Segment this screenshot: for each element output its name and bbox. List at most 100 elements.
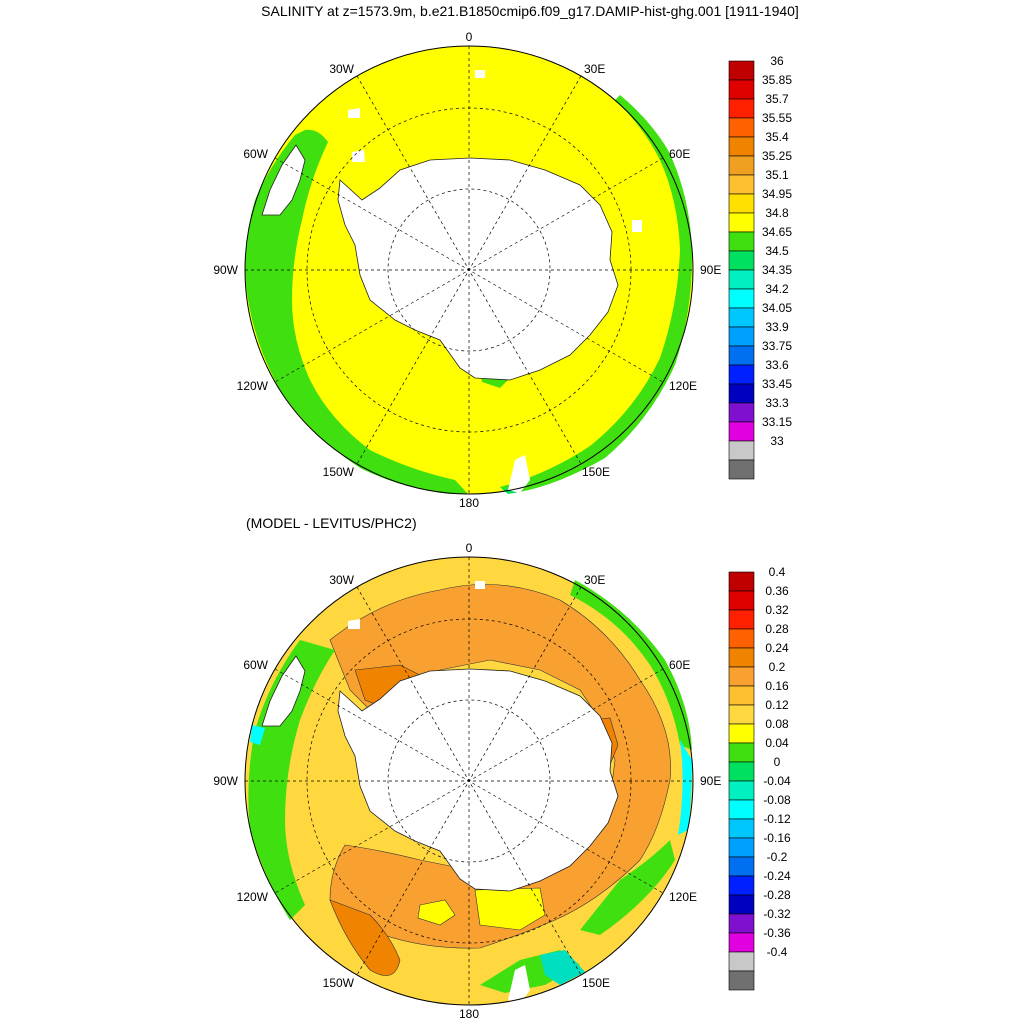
colorbar-swatch xyxy=(728,647,755,668)
south-america-tip xyxy=(261,144,306,216)
colorbar-swatch xyxy=(728,780,755,801)
colorbar-tick-label: 34.05 xyxy=(762,301,792,315)
colorbar-tick-label: 0.24 xyxy=(765,641,789,655)
lon-label-0: 0 xyxy=(466,541,473,555)
lon-label-90w: 90W xyxy=(213,774,238,788)
dark-orange-patch-south xyxy=(329,899,401,976)
colorbar-swatch xyxy=(728,932,755,953)
difference-map-title: (MODEL - LEVITUS/PHC2) xyxy=(246,515,417,531)
colorbar-tick-label: 35.85 xyxy=(762,73,792,87)
colorbar-swatch xyxy=(728,212,755,233)
cyan-band-east-diff xyxy=(678,740,692,835)
green-band-west xyxy=(245,129,468,494)
lon-label-0: 0 xyxy=(466,30,473,44)
small-island-diff-2 xyxy=(475,581,485,589)
colorbar-swatch xyxy=(728,590,755,611)
lat-lon-grid-diff xyxy=(245,557,693,1005)
lon-label-30w: 30W xyxy=(329,62,354,76)
colorbar-tick-label: 35.25 xyxy=(762,149,792,163)
white-patch-south-diff xyxy=(508,965,530,1004)
colorbar-swatch xyxy=(728,799,755,820)
colorbar-tick-label: -0.28 xyxy=(763,888,791,902)
colorbar-swatch xyxy=(728,193,755,214)
colorbar-tick-label: 0.04 xyxy=(765,736,789,750)
colorbar-swatch xyxy=(728,628,755,649)
colorbar-tick-label: 35.7 xyxy=(765,92,789,106)
colorbar-tick-label: 0.28 xyxy=(765,622,789,636)
small-island-4 xyxy=(632,220,642,232)
colorbar-tick-label: 0.32 xyxy=(765,603,789,617)
map-border-diff xyxy=(244,556,694,1006)
colorbar-swatch xyxy=(728,951,755,972)
colorbar-tick-label: -0.12 xyxy=(763,812,791,826)
lon-label-150e: 150E xyxy=(582,465,610,479)
colorbar-swatch xyxy=(728,856,755,877)
colorbar-swatch xyxy=(728,155,755,176)
yellow-bay-south xyxy=(474,887,546,931)
lon-label-30e: 30E xyxy=(584,573,605,587)
colorbar-swatch xyxy=(728,288,755,309)
colorbar-swatch xyxy=(728,440,755,461)
colorbar-tick-label: 34.95 xyxy=(762,187,792,201)
lon-label-150w: 150W xyxy=(323,976,355,990)
colorbar-tick-label: 0.08 xyxy=(765,717,789,731)
lon-label-90w: 90W xyxy=(213,263,238,277)
cyan-patch-south-diff xyxy=(540,950,585,985)
colorbar-swatch xyxy=(728,345,755,366)
colorbar-swatch xyxy=(728,383,755,404)
colorbar-swatch xyxy=(728,742,755,763)
difference-colorbar: 0.4 0.36 0.32 0.28 0.24 0.2 0.16 0.12 0.08 0.04 0 -… xyxy=(728,565,791,991)
salinity-colorbar: 36 35.85 35.7 35.55 35.4 35.25 35.1 34.95 34.8 34… xyxy=(728,54,792,480)
small-island-2 xyxy=(475,70,485,78)
colorbar-tick-label: 33.6 xyxy=(765,358,789,372)
colorbar-tick-label: 33.15 xyxy=(762,415,792,429)
colorbar-tick-label: 33.9 xyxy=(765,320,789,334)
colorbar-tick-label: 0 xyxy=(774,755,781,769)
colorbar-tick-label: 35.1 xyxy=(765,168,789,182)
antarctica-landmass xyxy=(337,157,619,381)
colorbar-swatch xyxy=(728,421,755,442)
colorbar-tick-label: -0.08 xyxy=(763,793,791,807)
colorbar-tick-label: 35.4 xyxy=(765,130,789,144)
colorbar-swatch xyxy=(728,913,755,934)
colorbar-swatch xyxy=(728,704,755,725)
colorbar-tick-label: -0.36 xyxy=(763,926,791,940)
colorbar-tick-label: -0.32 xyxy=(763,907,791,921)
lon-label-60e: 60E xyxy=(669,658,690,672)
lon-label-120e: 120E xyxy=(669,379,697,393)
colorbar-tick-label: 34.8 xyxy=(765,206,789,220)
colorbar-swatch xyxy=(728,609,755,630)
colorbar-swatch xyxy=(728,571,755,592)
colorbar-tick-label: 0.4 xyxy=(769,565,786,579)
colorbar-tick-label: 0.12 xyxy=(765,698,789,712)
lon-label-150e: 150E xyxy=(582,976,610,990)
colorbar-tick-label: -0.4 xyxy=(767,945,788,959)
colorbar-swatch xyxy=(728,970,755,991)
green-band-east xyxy=(500,95,693,492)
small-island-diff-1 xyxy=(348,619,360,629)
white-patch-south xyxy=(508,455,530,493)
colorbar-tick-label: 34.2 xyxy=(765,282,789,296)
colorbar-swatch xyxy=(728,402,755,423)
yellow-patch-southwest xyxy=(417,899,456,926)
colorbar-swatch xyxy=(728,894,755,915)
colorbar-tick-label: 36 xyxy=(770,54,784,68)
small-island-3 xyxy=(352,150,365,162)
colorbar-tick-label: 34.5 xyxy=(765,244,789,258)
difference-polar-map: 0 30E 60E 90E 120E 150E 180 150W 120W 90… xyxy=(213,541,791,1021)
colorbar-swatch xyxy=(728,723,755,744)
colorbar-swatch xyxy=(728,174,755,195)
colorbar-tick-label: -0.24 xyxy=(763,869,791,883)
colorbar-swatch xyxy=(728,326,755,347)
colorbar-tick-label: 33.75 xyxy=(762,339,792,353)
lon-label-120w: 120W xyxy=(237,379,269,393)
colorbar-swatch xyxy=(728,250,755,271)
colorbar-swatch xyxy=(728,666,755,687)
colorbar-tick-label: 33.45 xyxy=(762,377,792,391)
colorbar-swatch xyxy=(728,875,755,896)
colorbar-swatch xyxy=(728,98,755,119)
map-title: SALINITY at z=1573.9m, b.e21.B1850cmip6.… xyxy=(261,3,799,19)
lon-label-90e: 90E xyxy=(700,263,721,277)
colorbar-swatch xyxy=(728,136,755,157)
